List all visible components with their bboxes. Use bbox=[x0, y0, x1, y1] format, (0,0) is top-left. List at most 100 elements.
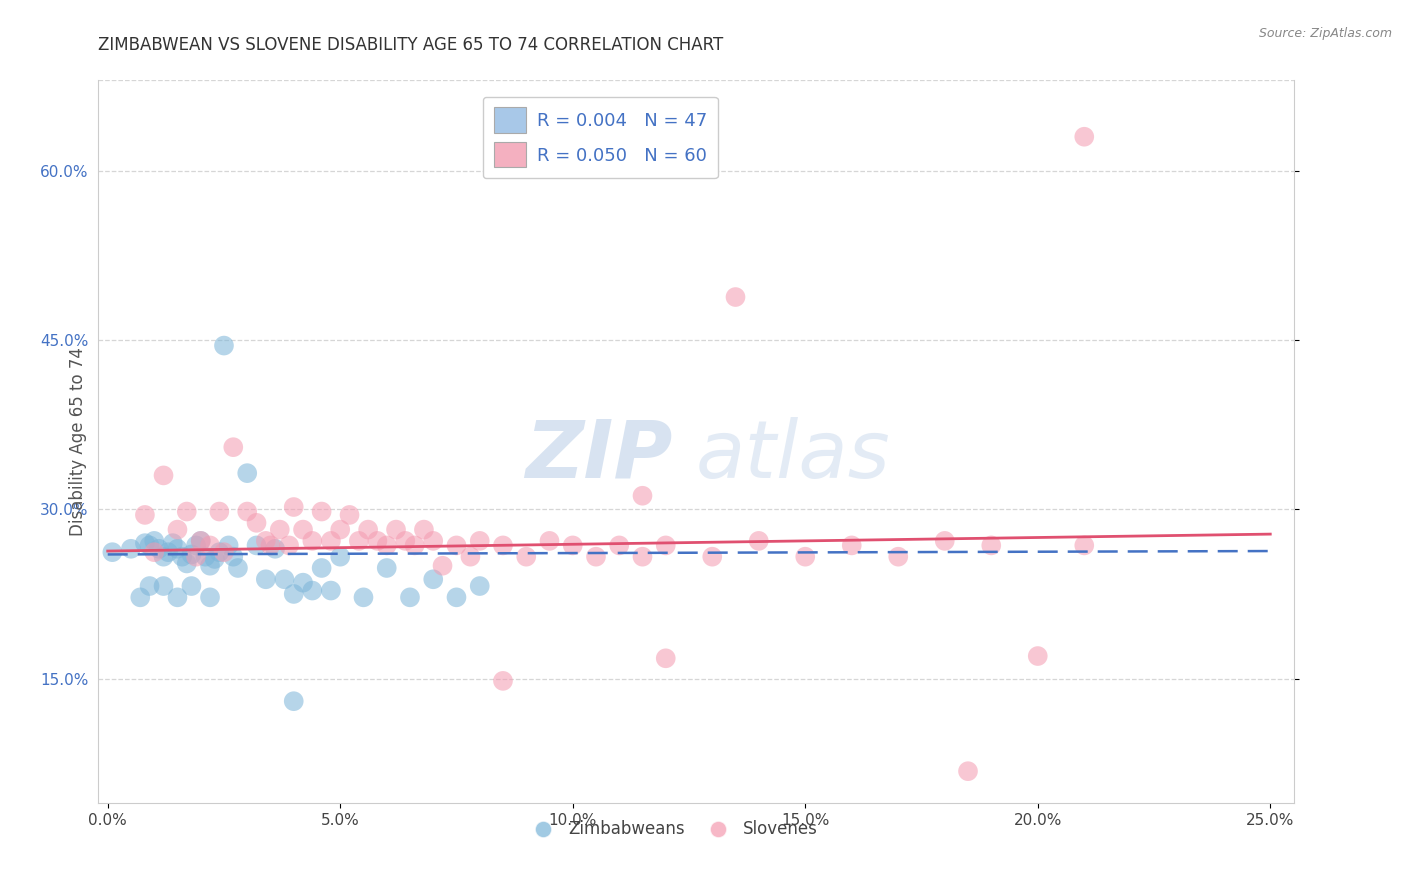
Point bbox=[1073, 538, 1095, 552]
Point bbox=[212, 338, 235, 352]
Point bbox=[134, 508, 156, 522]
Point bbox=[120, 541, 142, 556]
Text: Source: ZipAtlas.com: Source: ZipAtlas.com bbox=[1258, 27, 1392, 40]
Point bbox=[585, 549, 607, 564]
Point bbox=[375, 561, 398, 575]
Point bbox=[329, 523, 352, 537]
Point bbox=[176, 557, 198, 571]
Point bbox=[980, 538, 1002, 552]
Legend: Zimbabweans, Slovenes: Zimbabweans, Slovenes bbox=[520, 814, 824, 845]
Point bbox=[724, 290, 747, 304]
Point bbox=[236, 466, 259, 480]
Point bbox=[319, 583, 342, 598]
Point bbox=[222, 440, 245, 454]
Point bbox=[226, 561, 249, 575]
Point bbox=[319, 533, 342, 548]
Point bbox=[152, 468, 174, 483]
Point bbox=[138, 538, 160, 552]
Text: atlas: atlas bbox=[696, 417, 891, 495]
Point bbox=[394, 533, 416, 548]
Point bbox=[204, 552, 226, 566]
Point bbox=[283, 587, 305, 601]
Point bbox=[311, 504, 333, 518]
Point bbox=[748, 533, 770, 548]
Point bbox=[283, 500, 305, 514]
Point bbox=[311, 561, 333, 575]
Point bbox=[190, 533, 212, 548]
Point bbox=[254, 572, 277, 586]
Point bbox=[138, 579, 160, 593]
Point bbox=[176, 504, 198, 518]
Point bbox=[273, 572, 295, 586]
Point bbox=[631, 549, 654, 564]
Point bbox=[353, 591, 375, 605]
Point bbox=[264, 541, 287, 556]
Y-axis label: Disability Age 65 to 74: Disability Age 65 to 74 bbox=[69, 347, 87, 536]
Point bbox=[269, 523, 291, 537]
Point bbox=[143, 533, 166, 548]
Point bbox=[166, 591, 188, 605]
Point bbox=[561, 538, 583, 552]
Point bbox=[245, 516, 267, 530]
Point bbox=[208, 545, 231, 559]
Point bbox=[190, 533, 212, 548]
Text: ZIMBABWEAN VS SLOVENE DISABILITY AGE 65 TO 74 CORRELATION CHART: ZIMBABWEAN VS SLOVENE DISABILITY AGE 65 … bbox=[98, 36, 724, 54]
Point bbox=[278, 538, 301, 552]
Point bbox=[166, 541, 188, 556]
Point bbox=[399, 591, 422, 605]
Point bbox=[607, 538, 630, 552]
Point bbox=[301, 583, 323, 598]
Point bbox=[259, 538, 281, 552]
Point bbox=[347, 533, 370, 548]
Point bbox=[198, 591, 221, 605]
Point bbox=[432, 558, 454, 573]
Point bbox=[152, 579, 174, 593]
Point bbox=[143, 545, 166, 559]
Point bbox=[492, 673, 515, 688]
Point bbox=[404, 538, 426, 552]
Point bbox=[468, 533, 491, 548]
Point bbox=[385, 523, 408, 537]
Point bbox=[702, 549, 724, 564]
Point bbox=[366, 533, 388, 548]
Point bbox=[422, 533, 444, 548]
Point bbox=[292, 575, 315, 590]
Point bbox=[148, 541, 170, 556]
Point bbox=[172, 549, 194, 564]
Point bbox=[1073, 129, 1095, 144]
Point bbox=[283, 694, 305, 708]
Point bbox=[492, 538, 515, 552]
Point bbox=[218, 538, 240, 552]
Point bbox=[655, 538, 678, 552]
Point bbox=[166, 523, 188, 537]
Point bbox=[301, 533, 323, 548]
Point bbox=[446, 591, 468, 605]
Point bbox=[956, 764, 979, 779]
Point bbox=[194, 549, 217, 564]
Point bbox=[460, 549, 482, 564]
Point bbox=[180, 548, 202, 562]
Point bbox=[245, 538, 267, 552]
Point bbox=[538, 533, 561, 548]
Point bbox=[357, 523, 380, 537]
Point bbox=[101, 545, 124, 559]
Point bbox=[134, 536, 156, 550]
Point bbox=[887, 549, 910, 564]
Point bbox=[208, 504, 231, 518]
Point bbox=[236, 504, 259, 518]
Point bbox=[184, 538, 207, 552]
Point bbox=[468, 579, 491, 593]
Point bbox=[129, 591, 152, 605]
Point bbox=[422, 572, 444, 586]
Point bbox=[180, 579, 202, 593]
Text: ZIP: ZIP bbox=[524, 417, 672, 495]
Point bbox=[254, 533, 277, 548]
Point bbox=[515, 549, 537, 564]
Point bbox=[184, 549, 207, 564]
Point bbox=[631, 489, 654, 503]
Point bbox=[375, 538, 398, 552]
Point bbox=[292, 523, 315, 537]
Point bbox=[198, 538, 221, 552]
Point bbox=[655, 651, 678, 665]
Point bbox=[222, 549, 245, 564]
